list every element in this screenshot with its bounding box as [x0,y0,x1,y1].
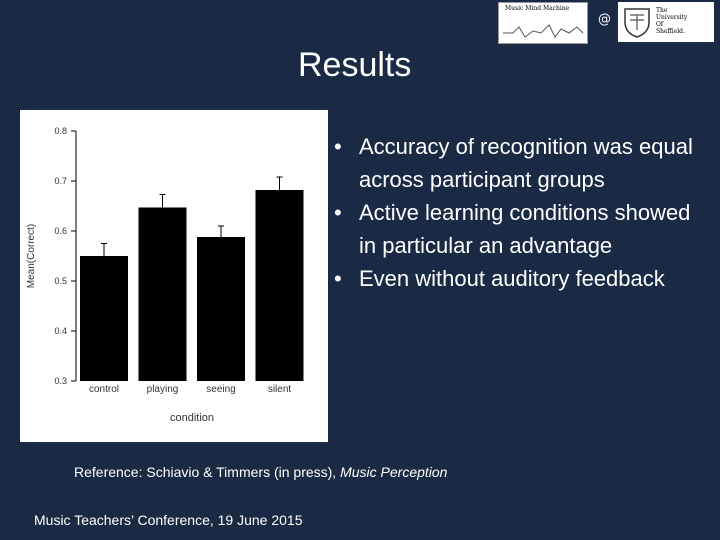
bar-playing [138,207,187,381]
bullet-dot-icon: • [334,266,342,291]
university-logo-line: The [656,7,668,14]
bullet-dot-icon: • [334,134,342,159]
university-crest-icon [624,8,650,38]
bar-silent [255,190,304,381]
bullet-dot-icon: • [334,200,342,225]
y-tick-label: 0.5 [54,276,67,286]
reference-text: Reference: Schiavio & Timmers (in press)… [74,464,341,480]
university-of-sheffield-logo: The University Of Sheffield. [618,2,714,42]
y-tick-label: 0.7 [54,176,67,186]
y-tick-label: 0.4 [54,326,67,336]
chart-panel: Mean(Correct) condition 0.3 0.4 0.5 0.6 0.7 0… [20,110,328,442]
y-axis-label: Mean(Correct) [26,224,37,288]
x-axis-label: condition [170,412,214,424]
bullet-item: • Active learning conditions showed in pa… [330,196,710,262]
bar-control [80,256,128,381]
logo-waveform-graphic [503,24,584,38]
y-tick-label: 0.3 [54,376,67,386]
bullet-item: • Even without auditory feedback [330,262,710,295]
slide-title: Results [298,46,412,84]
bullet-item: • Accuracy of recognition was equal acros… [330,130,710,196]
at-sign: @ [598,12,611,27]
results-bullet-list: • Accuracy of recognition was equal acros… [330,130,710,295]
reference-citation: Reference: Schiavio & Timmers (in press)… [74,464,447,480]
reference-journal: Music Perception [340,464,448,480]
x-tick-label: seeing [206,384,235,395]
university-logo-line: University [656,14,688,21]
music-mind-machine-logo: Music Mind Machine [498,2,588,44]
university-logo-line: Of [656,21,664,28]
x-tick-label: silent [268,384,292,395]
x-tick-label: playing [147,384,179,395]
university-logo-line: Sheffield. [656,28,685,35]
bullet-text: Even without auditory feedback [359,266,665,291]
footer-conference: Music Teachers’ Conference, 19 June 2015 [34,512,303,528]
bar-chart: Mean(Correct) condition 0.3 0.4 0.5 0.6 0.7 0… [26,126,304,424]
y-tick-label: 0.8 [54,126,67,136]
x-tick-label: control [89,384,119,395]
music-mind-machine-logo-text: Music Mind Machine [505,5,570,12]
university-logo-text: The University Of Sheffield. [656,7,710,35]
bullet-text: Accuracy of recognition was equal across… [359,134,693,192]
y-tick-label: 0.6 [54,226,67,236]
bullet-text: Active learning conditions showed in par… [359,200,691,258]
bar-seeing [197,237,245,381]
